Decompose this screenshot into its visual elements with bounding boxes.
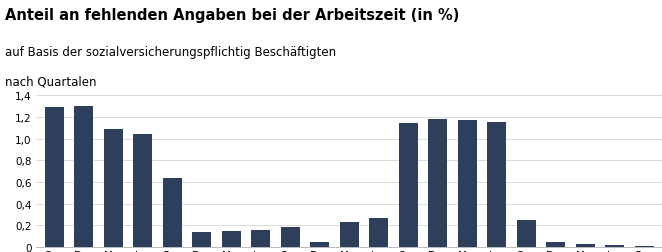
Bar	[487, 123, 506, 247]
Text: nach Quartalen: nach Quartalen	[5, 76, 97, 88]
Bar	[576, 244, 595, 247]
Bar	[605, 245, 624, 247]
Bar	[399, 124, 418, 247]
Bar	[428, 119, 448, 247]
Bar	[516, 220, 536, 247]
Bar	[251, 230, 270, 247]
Bar	[103, 129, 122, 247]
Bar	[44, 108, 64, 247]
Bar	[546, 242, 565, 247]
Bar	[457, 121, 477, 247]
Bar	[192, 232, 211, 247]
Bar	[281, 228, 300, 247]
Bar	[369, 218, 389, 247]
Bar	[133, 135, 152, 247]
Bar	[163, 178, 182, 247]
Bar	[340, 222, 359, 247]
Bar	[310, 242, 329, 247]
Bar	[222, 231, 241, 247]
Bar	[74, 107, 93, 247]
Bar	[635, 246, 654, 247]
Text: auf Basis der sozialversicherungspflichtig Beschäftigten: auf Basis der sozialversicherungspflicht…	[5, 45, 336, 58]
Text: Anteil an fehlenden Angaben bei der Arbeitszeit (in %): Anteil an fehlenden Angaben bei der Arbe…	[5, 8, 459, 22]
